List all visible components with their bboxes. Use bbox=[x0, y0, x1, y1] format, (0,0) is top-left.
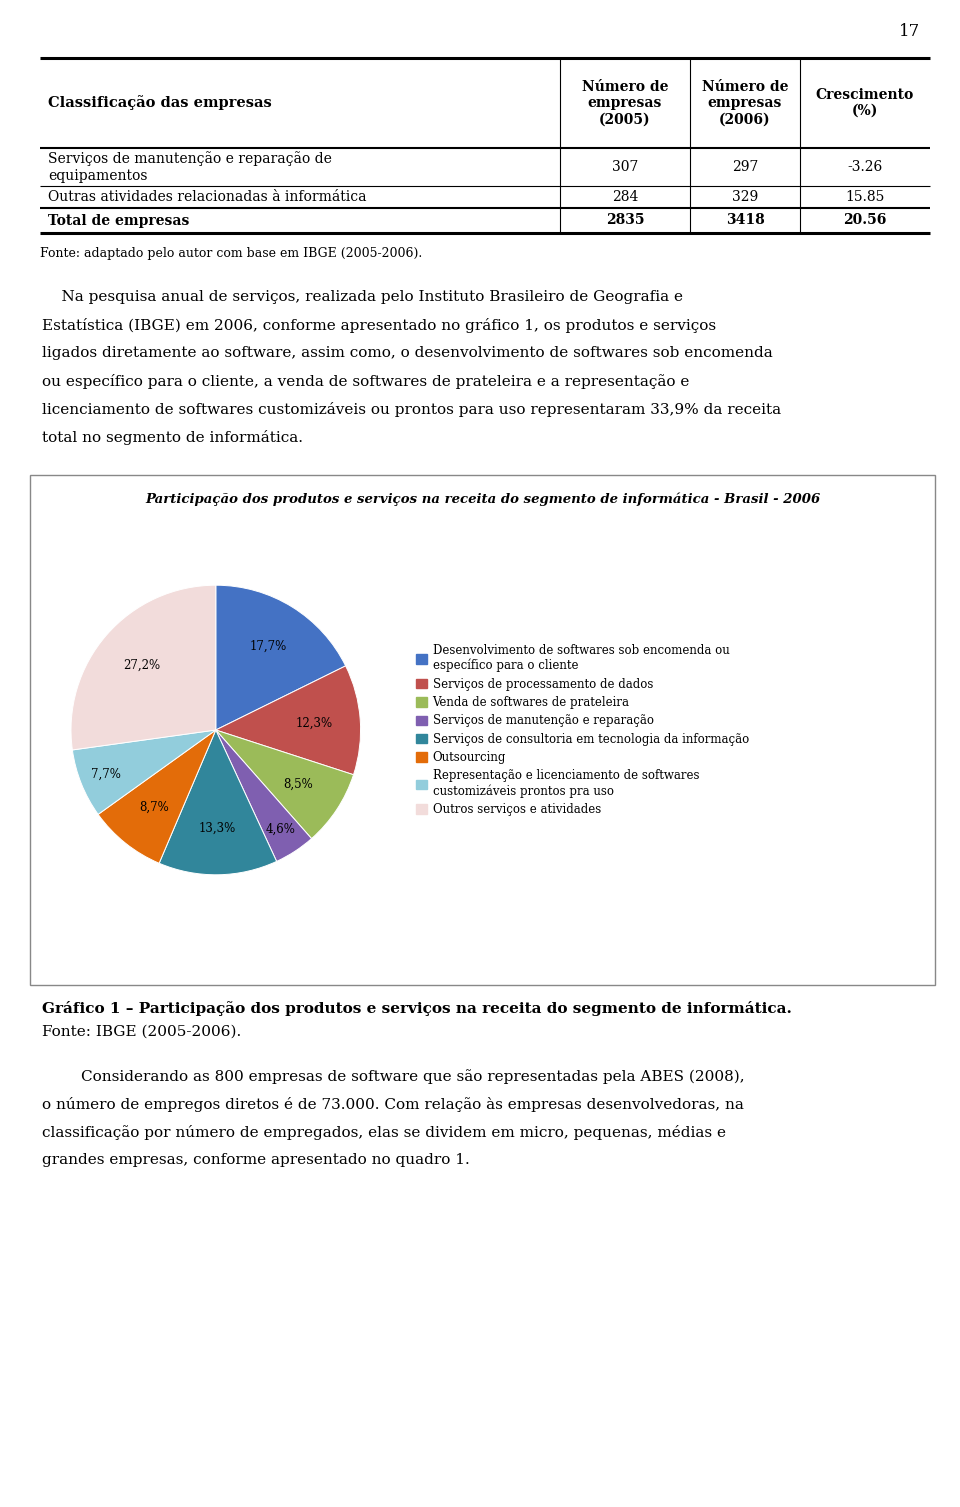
Text: total no segmento de informática.: total no segmento de informática. bbox=[42, 429, 303, 445]
Wedge shape bbox=[71, 585, 216, 750]
Wedge shape bbox=[216, 585, 346, 729]
Text: -3.26: -3.26 bbox=[848, 160, 882, 173]
Text: 8,5%: 8,5% bbox=[283, 778, 313, 791]
Wedge shape bbox=[72, 729, 216, 814]
Wedge shape bbox=[216, 729, 353, 838]
Text: Fonte: adaptado pelo autor com base em IBGE (2005-2006).: Fonte: adaptado pelo autor com base em I… bbox=[40, 247, 422, 261]
Wedge shape bbox=[216, 666, 361, 775]
Text: 297: 297 bbox=[732, 160, 758, 173]
Text: o número de empregos diretos é de 73.000. Com relação às empresas desenvolvedora: o número de empregos diretos é de 73.000… bbox=[42, 1097, 744, 1112]
Text: 329: 329 bbox=[732, 190, 758, 203]
Text: licenciamento de softwares customizáveis ou prontos para uso representaram 33,9%: licenciamento de softwares customizáveis… bbox=[42, 402, 781, 417]
Text: Gráfico 1 – Participação dos produtos e serviços na receita do segmento de infor: Gráfico 1 – Participação dos produtos e … bbox=[42, 1001, 792, 1016]
Bar bbox=[30, 475, 935, 986]
Text: Fonte: IBGE (2005-2006).: Fonte: IBGE (2005-2006). bbox=[42, 1025, 241, 1038]
Text: Crescimento
(%): Crescimento (%) bbox=[816, 87, 914, 118]
Text: 4,6%: 4,6% bbox=[266, 823, 296, 836]
Text: classificação por número de empregados, elas se dividem em micro, pequenas, médi: classificação por número de empregados, … bbox=[42, 1126, 726, 1139]
Text: Estatística (IBGE) em 2006, conforme apresentado no gráfico 1, os produtos e ser: Estatística (IBGE) em 2006, conforme apr… bbox=[42, 318, 716, 333]
Text: ou específico para o cliente, a venda de softwares de prateleira e a representaç: ou específico para o cliente, a venda de… bbox=[42, 374, 689, 389]
Wedge shape bbox=[159, 729, 276, 874]
Text: Na pesquisa anual de serviços, realizada pelo Instituto Brasileiro de Geografia : Na pesquisa anual de serviços, realizada… bbox=[42, 289, 683, 304]
Text: grandes empresas, conforme apresentado no quadro 1.: grandes empresas, conforme apresentado n… bbox=[42, 1153, 469, 1166]
Text: Classificação das empresas: Classificação das empresas bbox=[48, 95, 272, 110]
Wedge shape bbox=[98, 729, 216, 864]
Legend: Desenvolvimento de softwares sob encomenda ou
específico para o cliente, Serviço: Desenvolvimento de softwares sob encomen… bbox=[416, 643, 749, 817]
Text: 3418: 3418 bbox=[726, 214, 764, 228]
Text: Serviços de manutenção e reparação de
equipamentos: Serviços de manutenção e reparação de eq… bbox=[48, 152, 332, 182]
Text: 12,3%: 12,3% bbox=[296, 716, 332, 729]
Text: Número de
empresas
(2006): Número de empresas (2006) bbox=[702, 80, 788, 127]
Text: 7,7%: 7,7% bbox=[90, 767, 120, 781]
Wedge shape bbox=[216, 729, 312, 862]
Text: 17,7%: 17,7% bbox=[250, 640, 286, 653]
Text: 284: 284 bbox=[612, 190, 638, 203]
Text: Participação dos produtos e serviços na receita do segmento de informática - Bra: Participação dos produtos e serviços na … bbox=[145, 493, 820, 506]
Text: 15.85: 15.85 bbox=[846, 190, 885, 203]
Text: 20.56: 20.56 bbox=[843, 214, 887, 228]
Text: Considerando as 800 empresas de software que são representadas pela ABES (2008),: Considerando as 800 empresas de software… bbox=[42, 1068, 745, 1084]
Text: 17: 17 bbox=[900, 24, 921, 41]
Text: 8,7%: 8,7% bbox=[139, 800, 169, 814]
Text: 13,3%: 13,3% bbox=[199, 821, 236, 835]
Text: 27,2%: 27,2% bbox=[123, 659, 160, 672]
Text: Total de empresas: Total de empresas bbox=[48, 214, 189, 228]
Text: ligados diretamente ao software, assim como, o desenvolvimento de softwares sob : ligados diretamente ao software, assim c… bbox=[42, 347, 773, 360]
Text: 2835: 2835 bbox=[606, 214, 644, 228]
Text: Outras atividades relacionadas à informática: Outras atividades relacionadas à informá… bbox=[48, 190, 367, 203]
Text: Número de
empresas
(2005): Número de empresas (2005) bbox=[582, 80, 668, 127]
Text: 307: 307 bbox=[612, 160, 638, 173]
